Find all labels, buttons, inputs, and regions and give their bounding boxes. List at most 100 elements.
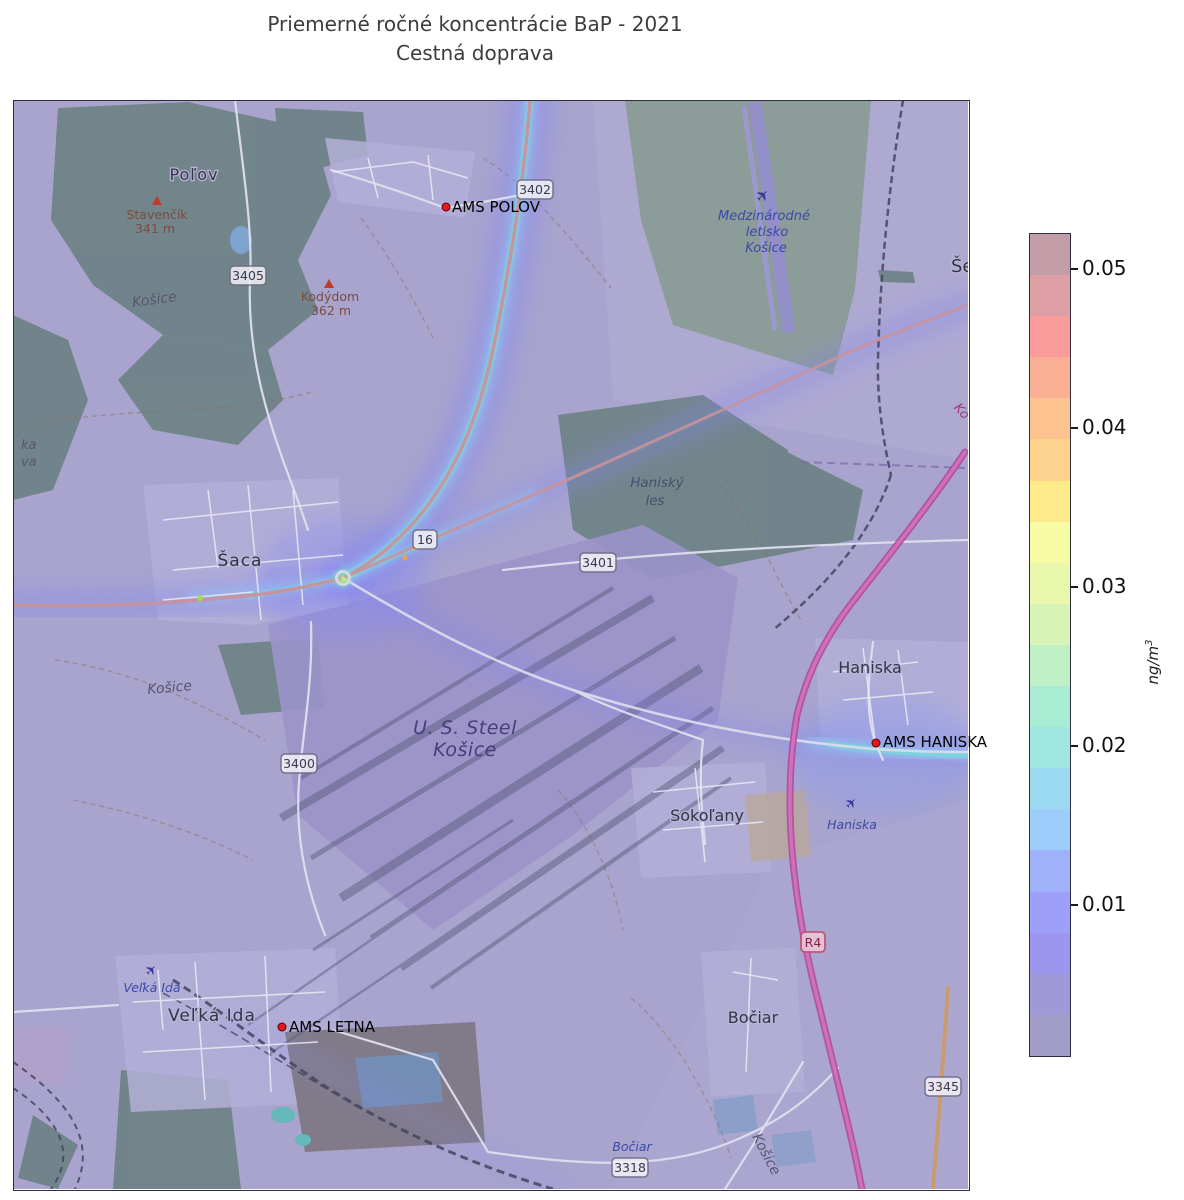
colorbar-band xyxy=(1030,357,1070,399)
peak-name: Stavenčík xyxy=(126,207,188,222)
town-label-bociar: Bočiar xyxy=(728,1008,779,1027)
svg-text:3402: 3402 xyxy=(519,182,551,197)
town-label-saca: Šaca xyxy=(218,549,263,571)
colorbar-band xyxy=(1030,562,1070,604)
station-marker-haniska xyxy=(871,738,881,748)
colorbar-band xyxy=(1030,398,1070,440)
station-label-haniska: AMS HANISKA xyxy=(883,733,988,751)
road-shield-3400: 3400 xyxy=(280,753,318,774)
town-label-polov: Poľov xyxy=(169,165,218,184)
colorbar-band xyxy=(1030,439,1070,481)
town-label-haniska: Haniska xyxy=(838,658,902,677)
colorbar-tick-label: 0.04 xyxy=(1082,415,1127,439)
road-shield-3401: 3401 xyxy=(579,552,617,573)
colorbar-tick-mark xyxy=(1071,904,1078,906)
forest-label-line2: les xyxy=(645,493,664,509)
colorbar-tick-label: 0.01 xyxy=(1082,892,1127,916)
road-kosice-se xyxy=(723,1060,805,1189)
svg-text:3405: 3405 xyxy=(232,268,264,283)
colorbar-band xyxy=(1030,891,1070,933)
transport-labels: ✈ Medzinárodné letisko Košice ✈ Veľká Id… xyxy=(123,184,877,1154)
colorbar-band xyxy=(1030,275,1070,317)
road-3400 xyxy=(297,620,327,937)
town-label-velka-ida: Veľká Ida xyxy=(168,1006,256,1026)
title-line-1: Priemerné ročné koncentrácie BaP - 2021 xyxy=(267,12,683,36)
airfield-label-velka-ida: Veľká Ida xyxy=(123,980,180,995)
colorbar-tick-label: 0.05 xyxy=(1082,256,1127,280)
ams-stations: AMS POLOV AMS LETNA xyxy=(277,198,881,1036)
peak-labels: Stavenčík 341 m Kodýdom 362 m xyxy=(126,207,359,318)
colorbar-band xyxy=(1030,480,1070,522)
colorbar-band xyxy=(1030,809,1070,851)
peak-elevation: 341 m xyxy=(135,221,175,236)
svg-text:3401: 3401 xyxy=(582,555,614,570)
svg-text:R4: R4 xyxy=(805,935,822,950)
colorbar-band xyxy=(1030,686,1070,728)
colorbar-band xyxy=(1030,727,1070,769)
region-label-kosice: Košice xyxy=(147,678,193,698)
road-shields: 3402 3405 16 3401 3400 R4 3345 3318 xyxy=(229,179,962,1178)
admin-boundary xyxy=(800,461,968,469)
colorbar xyxy=(1029,233,1071,1057)
map-canvas: Stavenčík 341 m Kodýdom 362 m Poľov Šaca… xyxy=(13,100,968,1189)
colorbar-band xyxy=(1030,521,1070,563)
industrial-label-line2: Košice xyxy=(433,739,497,761)
road-velka-ida-w xyxy=(13,1003,120,1014)
rail-halt-label-bociar: Bočiar xyxy=(612,1139,652,1154)
town-label-sokolany: Sokoľany xyxy=(670,806,744,825)
colorbar-unit-label: ng/m3 xyxy=(1144,607,1166,717)
town-label-se-partial: Še xyxy=(951,255,968,277)
colorbar-tick-mark xyxy=(1071,586,1078,588)
industrial-label-line1: U. S. Steel xyxy=(413,717,517,739)
peak-name: Kodýdom xyxy=(301,289,359,304)
unit-base: ng/m xyxy=(1144,645,1162,685)
station-label-letna: AMS LETNA xyxy=(289,1018,376,1036)
svg-text:3345: 3345 xyxy=(927,1079,959,1094)
title-line-2: Cestná doprava xyxy=(395,41,555,65)
forest-labels: Haniský les xyxy=(630,475,685,509)
peak-markers xyxy=(152,196,334,288)
colorbar-band xyxy=(1030,850,1070,892)
svg-text:3400: 3400 xyxy=(283,756,315,771)
town-streets xyxy=(132,154,934,1101)
region-label-va-partial: va xyxy=(21,455,37,470)
road-to-haniska xyxy=(341,576,968,754)
colorbar-tick-mark xyxy=(1071,427,1078,429)
station-marker-polov xyxy=(441,202,451,212)
station-label-polov: AMS POLOV xyxy=(452,198,541,216)
colorbar-tick-mark xyxy=(1071,268,1078,270)
colorbar-tick-mark xyxy=(1071,745,1078,747)
colorbar-band xyxy=(1030,316,1070,358)
colorbar-tick-label: 0.02 xyxy=(1082,733,1127,757)
road-shield-r4: R4 xyxy=(800,931,826,953)
colorbar-tick-label: 0.03 xyxy=(1082,574,1127,598)
airport-label-line1: Medzinárodné xyxy=(718,209,810,224)
svg-text:16: 16 xyxy=(417,532,433,547)
colorbar-band xyxy=(1030,603,1070,645)
field-boundaries xyxy=(20,157,802,1159)
colorbar-band xyxy=(1030,932,1070,974)
region-label-ka-partial: ka xyxy=(21,438,37,453)
airport-area xyxy=(625,100,871,375)
airport-label-line2: letisko xyxy=(746,225,789,240)
roundabout xyxy=(335,570,351,586)
station-marker-letna xyxy=(277,1022,287,1032)
industrial-labels: U. S. Steel Košice xyxy=(413,717,517,761)
region-label-kosice: Košice xyxy=(131,289,178,311)
road-shield-16: 16 xyxy=(412,529,438,550)
svg-text:3318: 3318 xyxy=(614,1160,646,1175)
road-shield-3318: 3318 xyxy=(611,1157,649,1178)
trunk-road-west xyxy=(13,576,345,608)
road-3318 xyxy=(486,1066,840,1164)
road-shield-3405: 3405 xyxy=(229,265,267,286)
colorbar-band xyxy=(1030,234,1070,276)
colorbar-band xyxy=(1030,644,1070,687)
figure-title: Priemerné ročné koncentrácie BaP - 2021 … xyxy=(0,10,950,68)
town-labels: Poľov Šaca Haniska Sokoľany Veľká Ida Bo… xyxy=(167,164,968,1029)
road-velka-ida-e xyxy=(331,1028,490,1154)
road-shield-3345: 3345 xyxy=(924,1076,962,1097)
railways xyxy=(13,100,905,1189)
colorbar-band xyxy=(1030,1014,1070,1056)
peak-elevation: 362 m xyxy=(311,303,351,318)
unit-exponent: 3 xyxy=(1144,639,1155,646)
